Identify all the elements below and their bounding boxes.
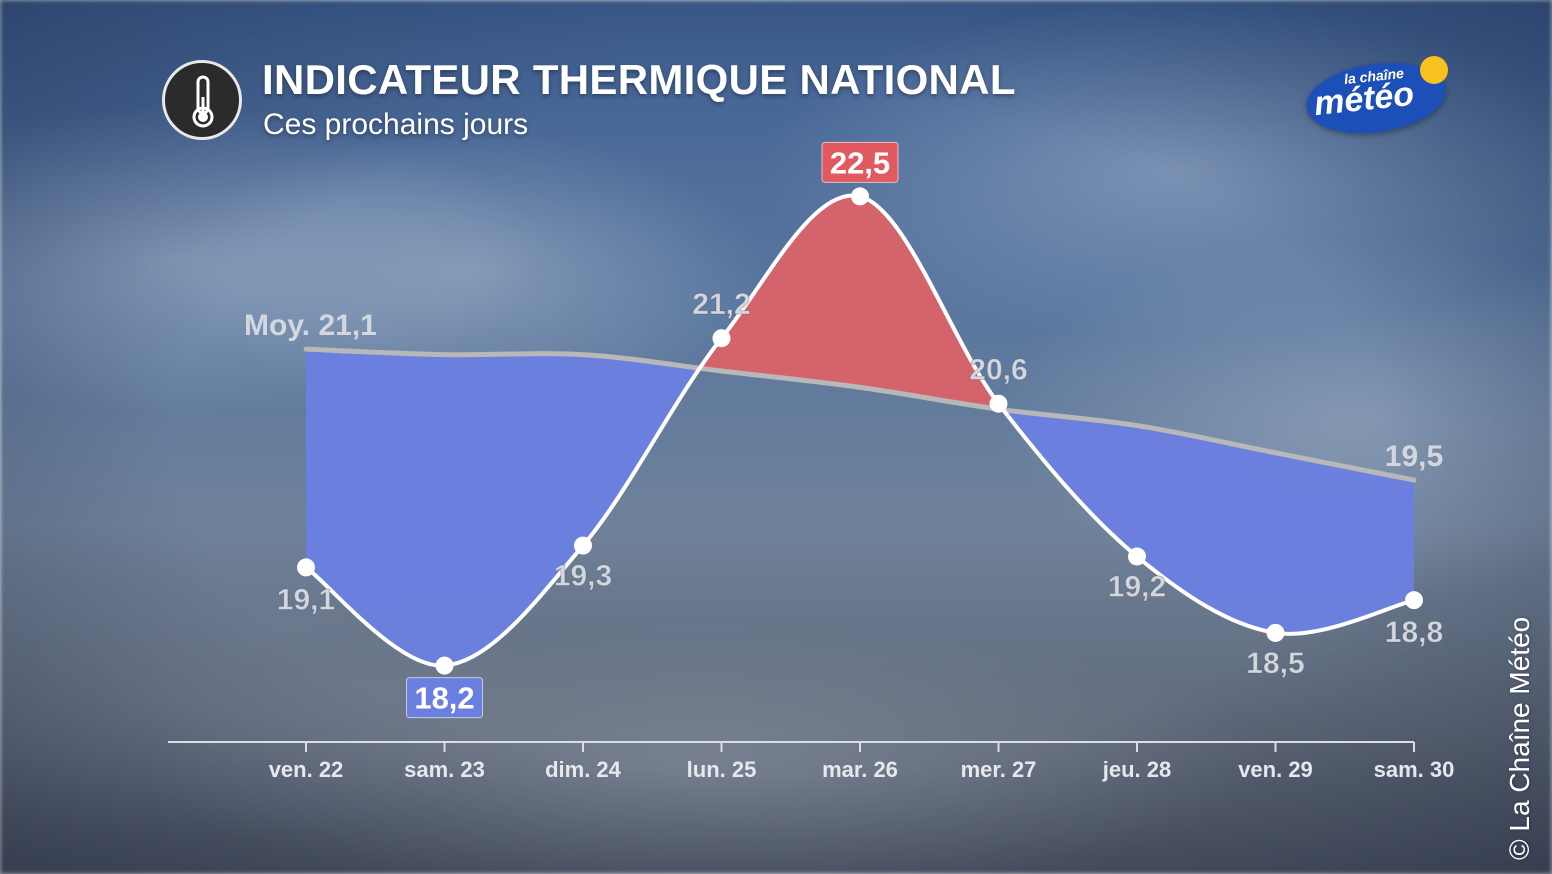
thermometer-icon [192, 75, 214, 128]
temperature-point [712, 329, 731, 348]
temperature-point [297, 558, 315, 577]
max-value-badge [821, 141, 899, 183]
average-end-label: 19,5 [1385, 440, 1443, 473]
x-tick-label: jeu. 28 [1102, 757, 1171, 782]
data-label: 19,3 [554, 560, 612, 593]
x-tick-label: dim. 24 [545, 757, 622, 782]
x-tick-label: sam. 23 [404, 757, 485, 782]
temperature-point [574, 536, 592, 555]
x-tick-label: mar. 26 [822, 757, 898, 782]
data-label: 18,2 [414, 681, 474, 716]
page-title: INDICATEUR THERMIQUE NATIONAL [262, 56, 1016, 103]
data-label: 19,1 [277, 583, 335, 616]
temperature-point [1266, 623, 1285, 642]
average-line [303, 346, 1417, 483]
temperature-point [1128, 547, 1146, 566]
data-label: 19,2 [1108, 570, 1166, 603]
data-label: 20,6 [969, 354, 1027, 387]
x-tick-label: ven. 29 [1238, 757, 1313, 782]
temperature-point [989, 394, 1008, 413]
data-label: 22,5 [830, 145, 890, 180]
data-label: 18,5 [1246, 647, 1304, 680]
temperature-point [851, 187, 869, 206]
data-label: 18,8 [1385, 616, 1443, 649]
page-subtitle: Ces prochains jours [263, 108, 529, 141]
x-tick-label: lun. 25 [687, 757, 757, 782]
x-tick-label: mer. 27 [961, 757, 1037, 782]
thermometer-badge [162, 60, 242, 140]
logo-sun-icon [1420, 56, 1448, 84]
brand-logo[interactable]: la chaîne météo [1301, 54, 1451, 142]
data-label: 21,2 [692, 288, 750, 321]
x-tick-label: sam. 30 [1374, 757, 1455, 782]
x-tick-label: ven. 22 [269, 757, 344, 782]
temperature-point [435, 656, 454, 675]
temperature-point [1405, 591, 1423, 610]
average-start-label: Moy. 21,1 [244, 309, 377, 342]
min-value-badge [406, 677, 483, 719]
